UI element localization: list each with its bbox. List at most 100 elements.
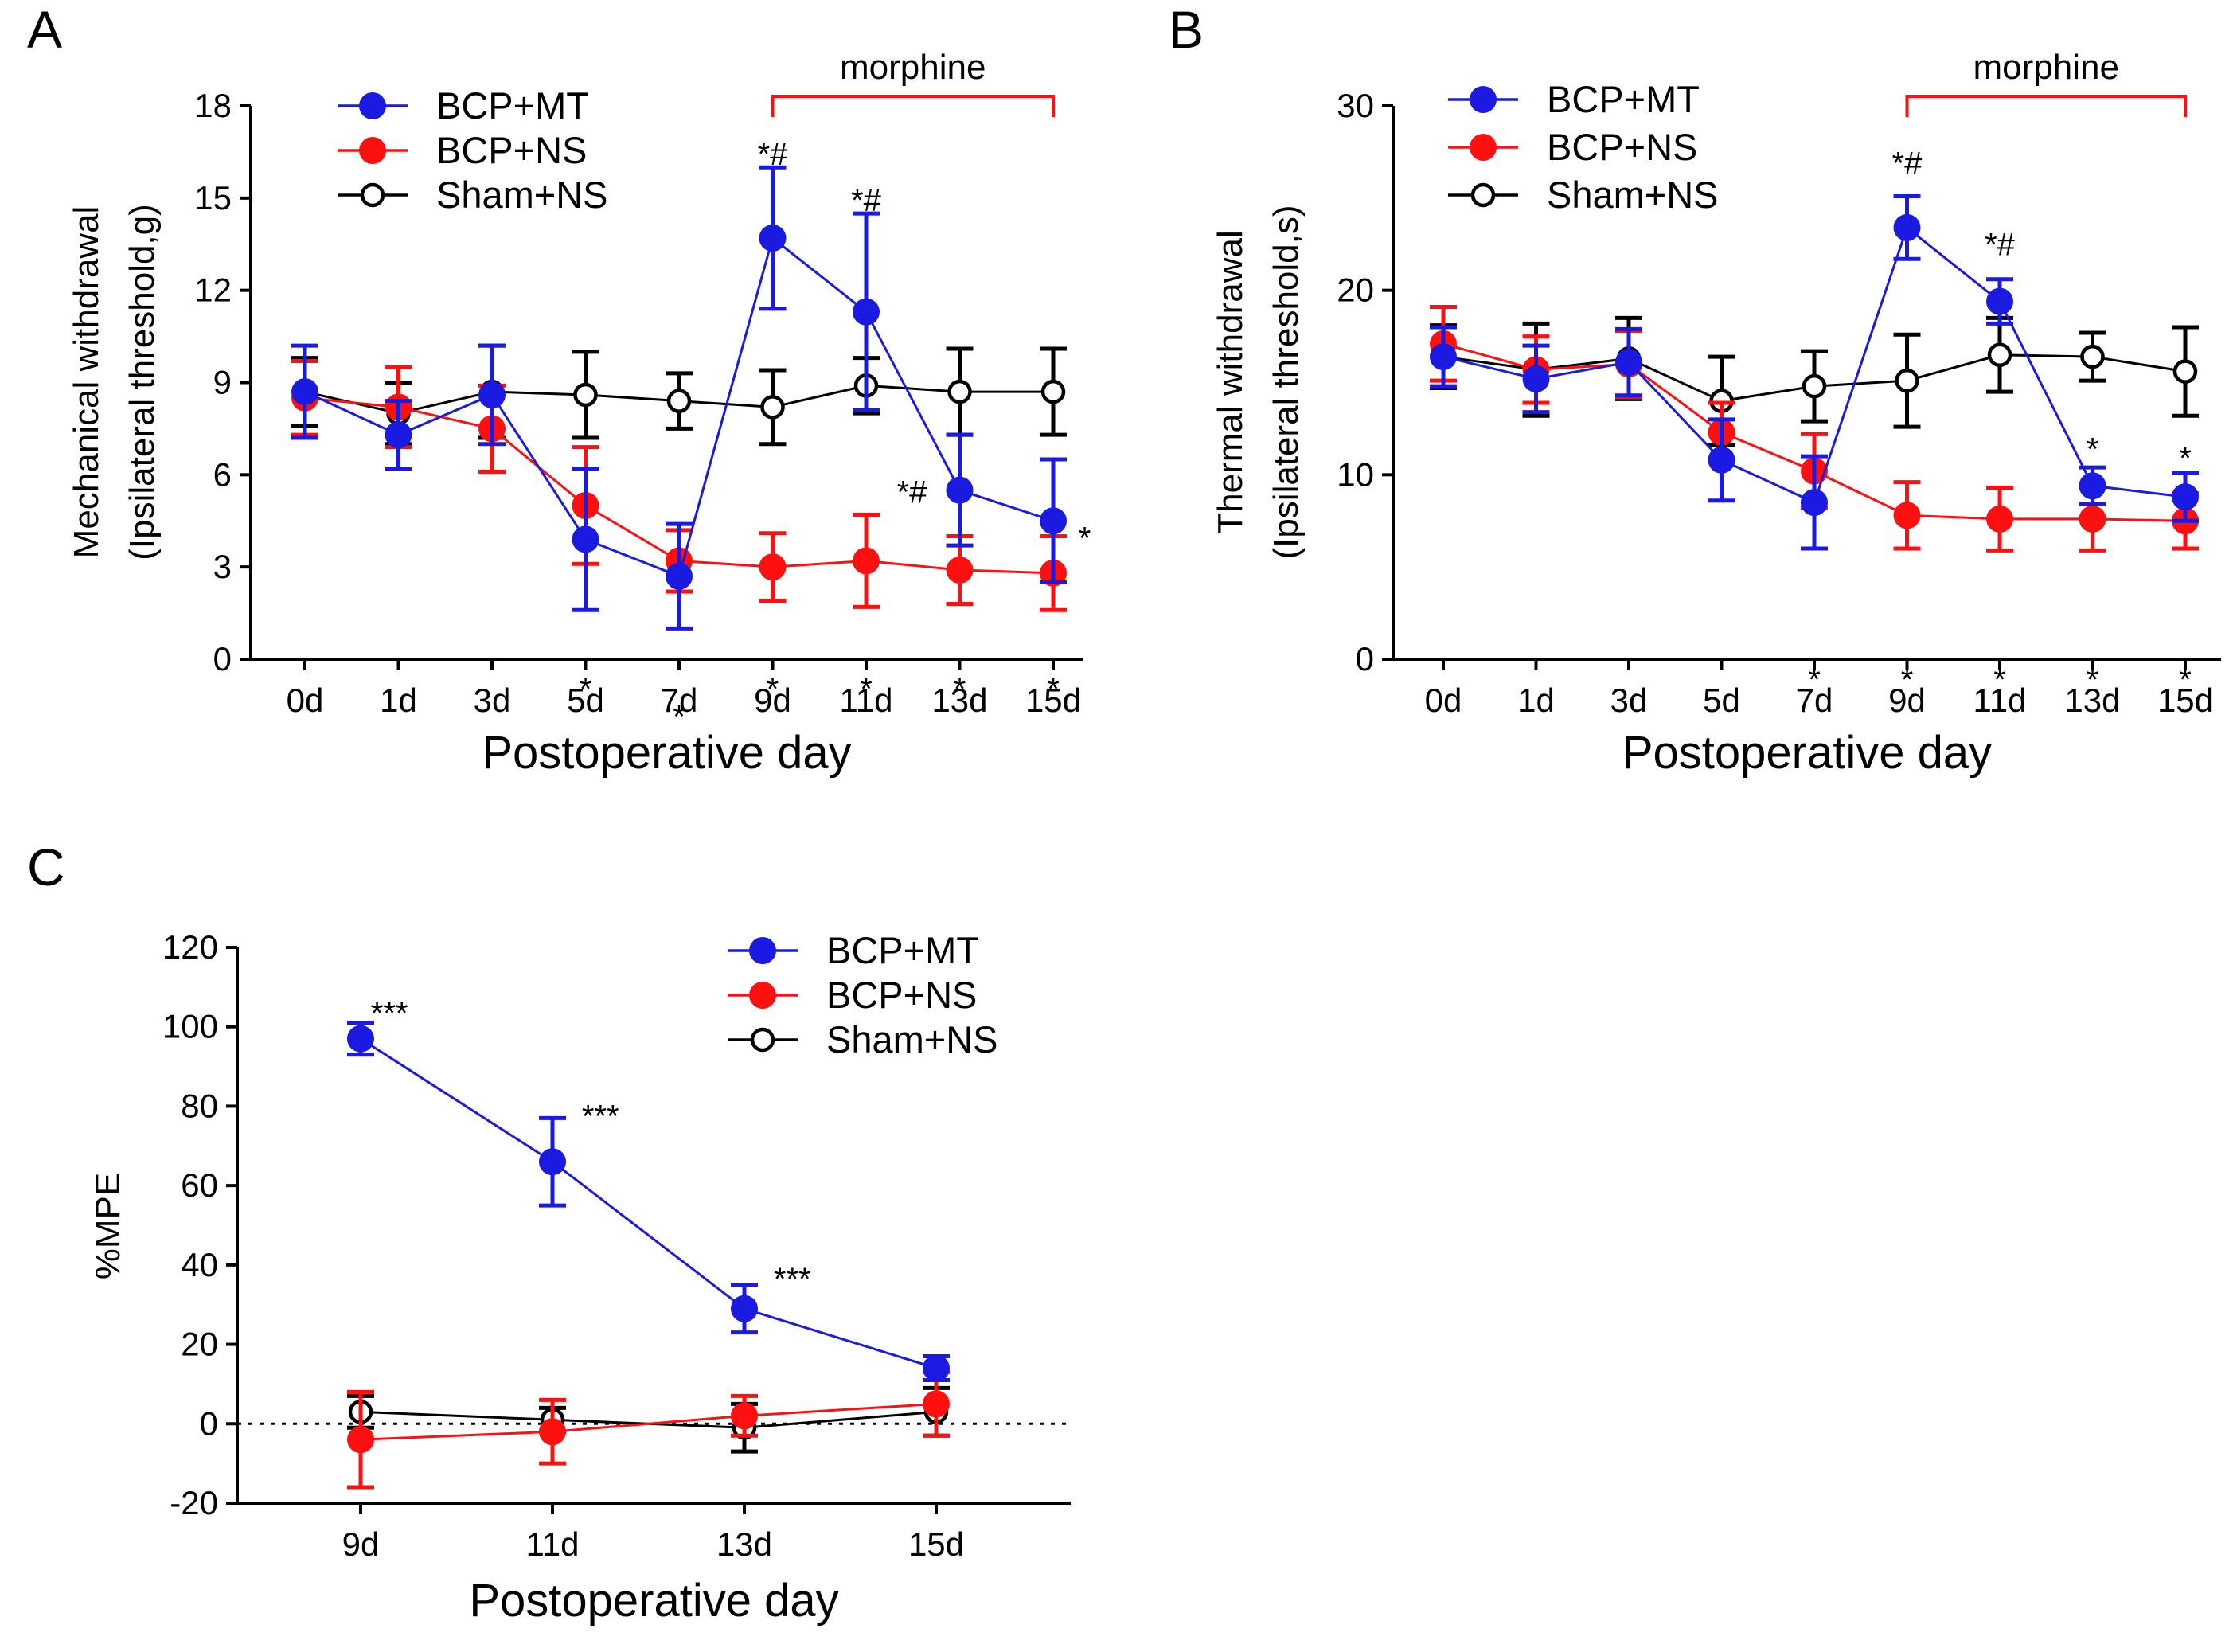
significance-mark: *#	[1985, 227, 2016, 262]
significance-mark: *#	[758, 137, 789, 172]
x-tick-label: 3d	[1610, 681, 1648, 719]
data-point	[947, 379, 972, 404]
data-point	[1040, 379, 1066, 404]
data-point	[759, 225, 787, 252]
data-point	[539, 1418, 566, 1446]
morphine-bracket	[1905, 95, 2187, 117]
legend-marker	[1470, 182, 1496, 208]
y-tick-label: 3	[213, 548, 232, 585]
x-tick-label: 15d	[2157, 681, 2213, 719]
y-tick-label: 0	[200, 1404, 218, 1442]
legend-marker	[1470, 134, 1497, 161]
significance-mark: *	[2087, 432, 2099, 467]
y-axis-title-c: %MPE	[88, 1173, 127, 1279]
y-tick-label: 6	[213, 455, 232, 493]
significance-mark: *	[1901, 662, 1914, 697]
series-line	[360, 1037, 937, 1369]
significance-mark: ***	[371, 996, 408, 1031]
legend-marker	[359, 92, 386, 119]
panel-a: A 0 3 6 9 12 15 18 0d 1d 3d 5d 7d 9d 11d 13d 15d Postope…	[27, 0, 1091, 779]
legend-item-bcp-mt: BCP+MT	[728, 929, 979, 971]
x-tick-label: 9d	[1888, 681, 1926, 719]
data-point	[1040, 507, 1067, 535]
y-tick-label: -20	[170, 1484, 218, 1521]
data-point	[946, 557, 974, 584]
legend-label: BCP+NS	[826, 974, 977, 1016]
data-point	[1801, 489, 1828, 517]
significance-mark: ***	[774, 1262, 811, 1297]
legend-marker	[750, 1027, 775, 1053]
panel-label-a: A	[27, 0, 62, 59]
y-axis-title-a: (Ipsilateral threshold,g)	[123, 204, 162, 560]
data-point	[923, 1354, 950, 1382]
panel-label-b: B	[1169, 0, 1204, 59]
data-point	[1987, 342, 2012, 367]
x-tick-label: 0d	[1425, 681, 1462, 719]
series-bcp-mt	[1430, 194, 2199, 551]
legend-label: BCP+MT	[826, 929, 979, 971]
legend-item-sham-ns: Sham+NS	[338, 174, 608, 216]
x-tick-label: 5d	[1703, 681, 1740, 719]
legend-label: BCP+NS	[436, 129, 587, 171]
significance-mark: *	[2179, 662, 2192, 697]
morphine-label: morphine	[840, 48, 986, 87]
legend-item-sham-ns: Sham+NS	[728, 1018, 998, 1060]
legend-label: Sham+NS	[436, 174, 608, 216]
morphine-bracket	[771, 95, 1055, 117]
x-tick-label: 9d	[754, 681, 791, 719]
y-tick-label: 10	[1337, 455, 1374, 493]
data-point	[666, 562, 693, 590]
y-tick-label: 15	[194, 179, 232, 217]
y-tick-label: 9	[213, 364, 232, 401]
x-tick-label: 11d	[840, 681, 893, 719]
panel-b: B 0 10 20 30 0d 1d 3d 5d 7d 9d 11d 13d 15d Postoperat…	[1169, 0, 2221, 779]
legend-item-bcp-mt: BCP+MT	[338, 84, 589, 127]
data-point	[2079, 472, 2106, 500]
significance-mark: *	[2179, 441, 2192, 476]
legend-item-sham-ns: Sham+NS	[1448, 174, 1719, 216]
x-tick-label: 1d	[380, 681, 417, 719]
data-point	[731, 1402, 758, 1430]
x-tick-label: 7d	[661, 681, 698, 719]
x-tick-label: 13d	[716, 1525, 772, 1563]
significance-mark: *	[1079, 521, 1091, 557]
data-point	[1986, 287, 2013, 315]
series-bcp-ns	[347, 1369, 950, 1490]
y-tick-label: 12	[194, 271, 232, 309]
y-tick-label: 0	[213, 640, 232, 678]
data-point	[1430, 343, 1457, 371]
data-point	[2172, 483, 2199, 511]
significance-mark: *	[767, 672, 779, 707]
significance-mark: *	[2087, 662, 2099, 697]
y-tick-label: 100	[162, 1008, 218, 1045]
series-line	[360, 1402, 937, 1441]
data-point	[1893, 502, 1921, 529]
significance-mark: *	[1993, 662, 2006, 697]
morphine-label: morphine	[1973, 48, 2119, 87]
y-tick-label: 20	[181, 1326, 218, 1363]
significance-mark: *	[1047, 672, 1060, 707]
data-point	[2080, 344, 2105, 369]
y-axis-title-a: Mechanical withdrawal	[67, 206, 106, 559]
series-bcp-mt	[291, 165, 1067, 631]
legend-label: BCP+MT	[436, 84, 589, 127]
y-tick-label: 120	[162, 928, 218, 966]
legend-label: BCP+NS	[1547, 126, 1697, 168]
x-tick-label: 7d	[1796, 681, 1833, 719]
data-point	[853, 298, 880, 326]
significance-mark: *	[580, 672, 592, 707]
y-tick-label: 20	[1337, 271, 1374, 309]
x-tick-label: 1d	[1517, 681, 1555, 719]
legend-label: Sham+NS	[826, 1018, 998, 1060]
y-axis-title-b: Thermal withdrawal	[1211, 230, 1250, 533]
data-point	[385, 421, 412, 449]
data-point	[759, 553, 787, 581]
data-point	[666, 389, 692, 413]
y-tick-label: 40	[181, 1246, 218, 1283]
legend-marker	[1470, 86, 1497, 113]
significance-mark: *	[860, 672, 873, 707]
series-bcp-mt	[347, 1021, 950, 1382]
legend-marker	[359, 137, 386, 164]
x-tick-label: 11d	[526, 1525, 580, 1563]
data-point	[946, 476, 974, 504]
